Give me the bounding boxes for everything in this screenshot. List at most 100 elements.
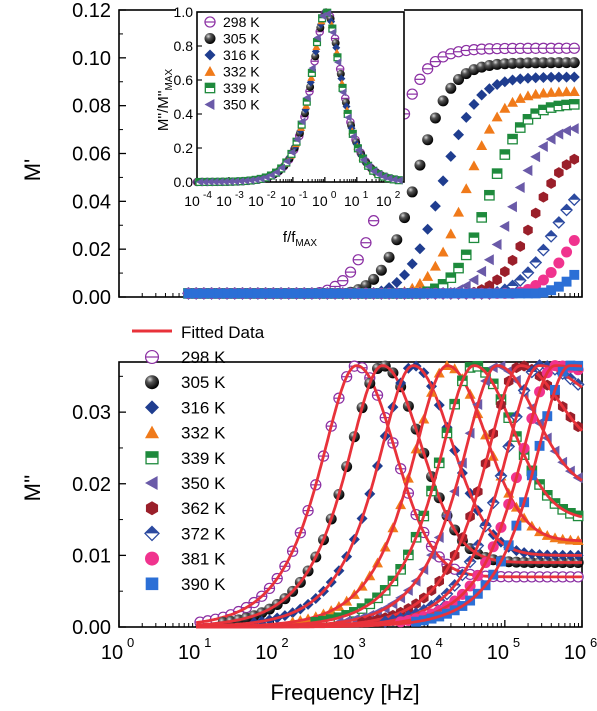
- data-point: [344, 266, 357, 278]
- inset-data-point: [221, 177, 229, 186]
- data-point: [561, 125, 571, 137]
- data-point: [368, 273, 380, 285]
- data-point: [507, 57, 519, 69]
- data-point: [483, 123, 495, 134]
- inset-series-5: [196, 9, 403, 186]
- data-point: [453, 206, 465, 217]
- series-4: [310, 360, 584, 628]
- fit-line: [196, 364, 582, 624]
- legend-label: 298 K: [181, 348, 226, 367]
- inset-x-tick-label: 10: [312, 193, 328, 209]
- inset-data-point: [293, 135, 301, 144]
- data-point: [514, 73, 526, 85]
- data-point: [530, 280, 542, 292]
- data-point: [530, 72, 542, 84]
- y-tick-label: 0.08: [72, 96, 111, 118]
- data-point: [438, 288, 449, 299]
- inset-legend-marker: [204, 49, 216, 61]
- data-point: [422, 134, 434, 146]
- x-tick-label: 10: [178, 642, 200, 664]
- data-point: [569, 269, 580, 280]
- data-point: [499, 76, 511, 88]
- legend-marker: [145, 400, 159, 415]
- inset-data-point: [231, 177, 239, 186]
- inset-data-point: [332, 43, 341, 52]
- inset-data-point: [282, 157, 291, 166]
- x-tick-exponent: 4: [436, 635, 443, 650]
- x-tick-label: 10: [564, 642, 586, 664]
- data-point: [437, 246, 449, 257]
- data-point: [460, 183, 472, 194]
- data-point: [521, 266, 535, 280]
- data-point: [568, 71, 580, 83]
- inset-data-point: [257, 174, 265, 183]
- inset-x-axis-label: f/fMAX: [283, 229, 318, 249]
- inset-y-label-main: M''/M'': [155, 90, 172, 131]
- legend-label: 332 K: [181, 424, 226, 443]
- data-point: [553, 281, 564, 292]
- data-point: [445, 228, 457, 239]
- data-point: [522, 57, 534, 69]
- inset-x-tick-exponent: -3: [235, 190, 244, 201]
- data-point: [415, 288, 425, 299]
- inset-data-point: [359, 155, 367, 164]
- data-point: [399, 212, 411, 224]
- data-point: [507, 133, 518, 145]
- data-point: [407, 288, 418, 299]
- data-point: [468, 232, 480, 244]
- inset-data-point: [339, 88, 347, 97]
- y-tick-label: 0.02: [72, 474, 111, 496]
- data-point: [399, 269, 411, 281]
- inset-legend-marker: [204, 16, 216, 28]
- data-point: [530, 207, 541, 219]
- legend-label: 339 K: [181, 449, 226, 468]
- data-point: [260, 288, 271, 299]
- data-point: [252, 288, 263, 299]
- inset-x-label-main: f/f: [283, 229, 296, 246]
- inset-x-tick-label: 10: [248, 193, 264, 209]
- data-point: [561, 86, 573, 97]
- inset-data-point: [312, 42, 321, 50]
- data-point: [507, 288, 518, 299]
- data-point: [422, 223, 434, 235]
- data-point: [514, 122, 526, 133]
- inset-x-tick-label: 10: [344, 193, 360, 209]
- x-tick-label: 10: [487, 642, 509, 664]
- inset-x-tick-exponent: 1: [363, 190, 369, 201]
- data-point: [515, 288, 526, 299]
- data-point: [453, 288, 464, 299]
- inset-data-point: [196, 177, 204, 186]
- inset-data-point: [307, 73, 316, 81]
- inset-legend-label: 305 K: [223, 31, 260, 47]
- data-point: [330, 288, 341, 299]
- data-point: [537, 42, 550, 54]
- x-tick-label: 10: [255, 642, 277, 664]
- data-point: [492, 274, 502, 286]
- inset-y-tick-label: 0.2: [174, 140, 194, 156]
- inset-data-point: [380, 172, 388, 181]
- data-point: [530, 288, 541, 299]
- inset-legend-label: 316 K: [223, 47, 260, 63]
- inset-y-axis-label: M''/M''MAX: [155, 69, 175, 132]
- data-point: [568, 234, 580, 246]
- inset-data-point: [206, 177, 214, 186]
- data-point: [537, 274, 549, 286]
- x-tick-exponent: 1: [204, 635, 211, 650]
- inset-data-point: [395, 176, 403, 185]
- data-point: [445, 288, 456, 299]
- data-point: [437, 95, 449, 107]
- data-point: [353, 288, 364, 299]
- legend-marker: [145, 577, 159, 591]
- y-tick-label: 0.01: [72, 545, 111, 567]
- bottom-legend: Fitted Data 298 K 305 K 316 K 332 K 339 K 350 …: [132, 323, 265, 594]
- data-point: [314, 288, 325, 299]
- inset-y-tick-label: 0.4: [174, 106, 194, 122]
- data-point: [445, 150, 457, 162]
- y-tick-label: 0.06: [72, 144, 111, 166]
- data-point: [522, 165, 533, 177]
- data-point: [560, 203, 573, 217]
- legend-fit-line-label: Fitted Data: [181, 323, 265, 342]
- data-point: [529, 256, 543, 269]
- data-point: [530, 57, 542, 69]
- inset-legend-marker: [204, 33, 216, 44]
